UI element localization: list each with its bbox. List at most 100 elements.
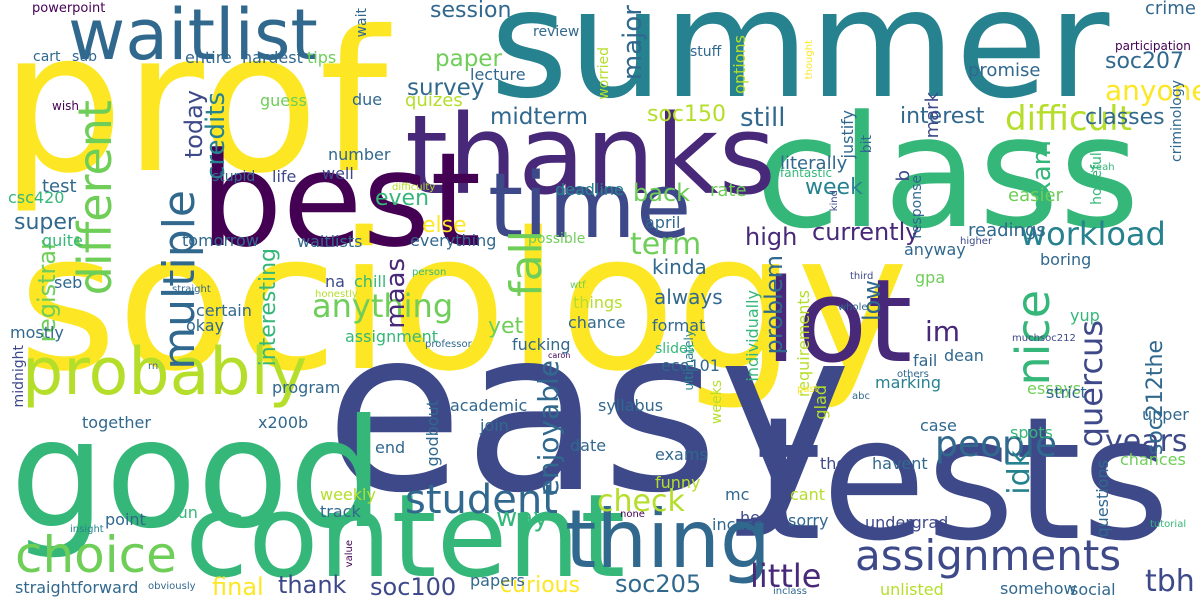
word-academic: academic bbox=[450, 396, 528, 415]
word-professor: professor bbox=[425, 339, 472, 350]
word-soc100: soc100 bbox=[370, 573, 457, 600]
word-stuff: stuff bbox=[690, 44, 722, 60]
word-options: options bbox=[730, 35, 749, 94]
word-prof: prof bbox=[0, 0, 388, 216]
word-review: review bbox=[533, 24, 580, 40]
word-okay: okay bbox=[186, 316, 225, 335]
word-gpa: gpa bbox=[915, 268, 946, 287]
word-week: week bbox=[805, 175, 863, 200]
word-past: past bbox=[797, 384, 819, 395]
word-response: response bbox=[909, 175, 925, 239]
word-paper: paper bbox=[435, 46, 502, 72]
word-kinda: kinda bbox=[652, 255, 707, 279]
word-well: well bbox=[322, 164, 354, 183]
word-wait: wait bbox=[354, 8, 370, 38]
word-chill: chill bbox=[354, 272, 387, 291]
word-problem: problem bbox=[760, 255, 788, 355]
word-years: years bbox=[1105, 424, 1188, 459]
word-guess: guess bbox=[260, 91, 307, 110]
word-exams: exams bbox=[655, 445, 708, 464]
word-quite: quite bbox=[42, 231, 83, 250]
word-class: class bbox=[755, 82, 1140, 263]
word-slides: slides bbox=[655, 341, 695, 357]
word-curious: curious bbox=[500, 573, 581, 598]
word-test: test bbox=[42, 176, 77, 197]
word-papers: papers bbox=[470, 571, 525, 590]
word-soc212the: soc212the bbox=[1143, 340, 1168, 456]
word-literally: literally bbox=[780, 153, 848, 174]
word-everything: everything bbox=[410, 231, 497, 250]
word-lecture: lecture bbox=[470, 65, 526, 84]
word-straightforward: straightforward bbox=[15, 578, 139, 597]
word-worried: worried bbox=[596, 47, 612, 100]
word-tho: tho bbox=[820, 454, 847, 473]
word-spots: spots bbox=[1010, 423, 1053, 442]
word-multiple: multiple bbox=[154, 190, 205, 370]
word-entire: entire bbox=[185, 48, 232, 67]
word-glad: glad bbox=[811, 385, 830, 420]
word-assignments: assignments bbox=[855, 531, 1122, 580]
word-boring: boring bbox=[1040, 250, 1092, 269]
word-criminology: criminology bbox=[1169, 80, 1185, 162]
word-sub: sub bbox=[72, 49, 98, 65]
word-fantastic: fantastic bbox=[780, 166, 833, 180]
word-student: student bbox=[405, 477, 558, 523]
word-kind: kind bbox=[829, 190, 840, 212]
word-difficult: difficult bbox=[1005, 99, 1132, 139]
word-interesting: interesting bbox=[256, 248, 281, 367]
word-maas: maas bbox=[381, 258, 411, 329]
word-person: person bbox=[412, 267, 447, 278]
word-cant: cant bbox=[790, 485, 826, 504]
word-waitlist: waitlist bbox=[68, 0, 318, 76]
word-thing: thing bbox=[565, 493, 771, 586]
word-interest: interest bbox=[900, 104, 985, 129]
word-somehow: somehow bbox=[1000, 579, 1077, 598]
word-certain: certain bbox=[196, 301, 252, 320]
word-end: end bbox=[375, 438, 406, 457]
word-currently: currently bbox=[812, 218, 920, 246]
word-b: b bbox=[893, 170, 914, 182]
word-third: third bbox=[850, 271, 874, 282]
word-best: best bbox=[200, 124, 482, 276]
word-soc207: soc207 bbox=[1105, 49, 1185, 74]
word-syllabus: syllabus bbox=[598, 396, 664, 415]
word-low: low bbox=[858, 280, 886, 321]
word-else: else bbox=[422, 213, 467, 238]
word-format: format bbox=[652, 316, 706, 335]
word-straight: straight bbox=[172, 284, 211, 295]
word-soc150: soc150 bbox=[647, 102, 727, 127]
word-today: today bbox=[180, 90, 208, 159]
word-super: super bbox=[14, 210, 76, 235]
word-hardest: hardest bbox=[242, 48, 303, 67]
word-weeks: weeks bbox=[709, 380, 725, 425]
word-people: people bbox=[935, 424, 1058, 465]
word-summer: summer bbox=[490, 0, 1110, 132]
word-content: content bbox=[185, 470, 626, 600]
word-probably: probably bbox=[22, 335, 308, 410]
word-soc205: soc205 bbox=[615, 570, 702, 598]
word-mc: mc bbox=[725, 485, 750, 504]
word-powerpoint: powerpoint bbox=[32, 1, 106, 16]
word-chances: chances bbox=[1120, 450, 1186, 469]
word-tests: tests bbox=[755, 381, 1171, 579]
word-track: track bbox=[320, 502, 361, 521]
word-high: high bbox=[745, 223, 798, 251]
word-deadline: deadline bbox=[555, 180, 624, 199]
word-incase: incase bbox=[712, 515, 764, 534]
word-yet: yet bbox=[488, 314, 524, 339]
word-seb: seb bbox=[54, 273, 83, 292]
word-possible: possible bbox=[528, 231, 586, 247]
word-individually: individually bbox=[743, 290, 762, 382]
word-crime: crime bbox=[1145, 0, 1196, 19]
word-anything: anything bbox=[312, 287, 454, 325]
word-rate: rate bbox=[710, 180, 747, 201]
word-sorry: sorry bbox=[788, 511, 829, 530]
word-difficulty: difficulty bbox=[392, 182, 436, 193]
word-x200b: x200b bbox=[258, 413, 309, 432]
word-abc: abc bbox=[852, 391, 870, 402]
word-na: na bbox=[325, 272, 345, 291]
word-rn: rn bbox=[148, 361, 159, 372]
word-due: due bbox=[352, 90, 383, 109]
word-caron: caron bbox=[548, 351, 571, 360]
word-case: case bbox=[920, 416, 957, 435]
